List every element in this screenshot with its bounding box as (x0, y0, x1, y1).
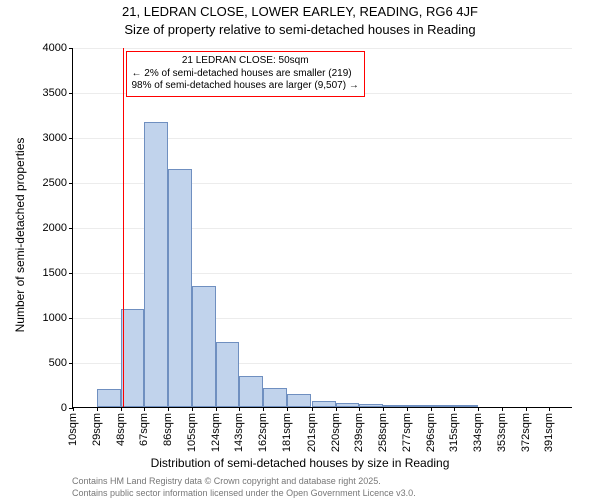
xtick-mark (312, 407, 313, 411)
chart-title-line-1: 21, LEDRAN CLOSE, LOWER EARLEY, READING,… (0, 4, 600, 19)
xtick-label: 372sqm (520, 413, 532, 452)
xtick-mark (502, 407, 503, 411)
xtick-mark (454, 407, 455, 411)
ytick-mark (69, 228, 73, 229)
histogram-bar (97, 389, 121, 407)
histogram-bar (287, 394, 311, 407)
xtick-label: 29sqm (91, 413, 103, 446)
xtick-label: 181sqm (281, 413, 293, 452)
ytick-mark (69, 138, 73, 139)
xtick-mark (121, 407, 122, 411)
xtick-mark (97, 407, 98, 411)
xtick-label: 105sqm (186, 413, 198, 452)
ytick-mark (69, 183, 73, 184)
histogram-bar (263, 388, 287, 407)
xtick-mark (73, 407, 74, 411)
xtick-mark (431, 407, 432, 411)
xtick-label: 296sqm (425, 413, 437, 452)
footer-line-2: Contains public sector information licen… (72, 488, 416, 500)
xtick-label: 315sqm (448, 413, 460, 452)
annotation-box: 21 LEDRAN CLOSE: 50sqm← 2% of semi-detac… (126, 51, 365, 97)
histogram-bar (192, 286, 216, 408)
xtick-label: 277sqm (401, 413, 413, 452)
ytick-label: 3500 (43, 87, 67, 99)
ytick-label: 2000 (43, 222, 67, 234)
xtick-mark (359, 407, 360, 411)
histogram-bar (216, 342, 240, 407)
plot-area: 0500100015002000250030003500400010sqm29s… (72, 48, 572, 408)
ytick-mark (69, 48, 73, 49)
xtick-label: 86sqm (162, 413, 174, 446)
xtick-mark (478, 407, 479, 411)
histogram-bar (454, 405, 478, 407)
xtick-label: 334sqm (472, 413, 484, 452)
annotation-line: 98% of semi-detached houses are larger (… (132, 80, 359, 93)
xtick-label: 143sqm (233, 413, 245, 452)
ytick-mark (69, 363, 73, 364)
annotation-line: ← 2% of semi-detached houses are smaller… (132, 68, 359, 81)
xtick-mark (549, 407, 550, 411)
xtick-mark (239, 407, 240, 411)
gridline (73, 48, 572, 49)
x-axis-label: Distribution of semi-detached houses by … (0, 456, 600, 470)
xtick-label: 67sqm (138, 413, 150, 446)
xtick-label: 48sqm (115, 413, 127, 446)
xtick-label: 201sqm (306, 413, 318, 452)
xtick-label: 239sqm (353, 413, 365, 452)
histogram-bar (359, 404, 383, 407)
ytick-mark (69, 93, 73, 94)
xtick-label: 353sqm (496, 413, 508, 452)
histogram-bar (407, 405, 431, 407)
histogram-bar (144, 122, 168, 407)
ytick-label: 1000 (43, 312, 67, 324)
ytick-label: 1500 (43, 267, 67, 279)
property-marker-line (123, 48, 124, 407)
ytick-mark (69, 318, 73, 319)
xtick-mark (192, 407, 193, 411)
attribution-footer: Contains HM Land Registry data © Crown c… (72, 476, 416, 499)
xtick-label: 162sqm (257, 413, 269, 452)
annotation-line: 21 LEDRAN CLOSE: 50sqm (132, 55, 359, 68)
chart-title-line-2: Size of property relative to semi-detach… (0, 22, 600, 37)
xtick-mark (526, 407, 527, 411)
ytick-label: 500 (49, 357, 67, 369)
xtick-label: 10sqm (67, 413, 79, 446)
xtick-mark (144, 407, 145, 411)
histogram-bar (239, 376, 263, 408)
footer-line-1: Contains HM Land Registry data © Crown c… (72, 476, 416, 488)
histogram-bar (431, 405, 455, 407)
xtick-mark (216, 407, 217, 411)
histogram-bar (121, 309, 145, 407)
xtick-label: 391sqm (543, 413, 555, 452)
xtick-label: 258sqm (377, 413, 389, 452)
xtick-mark (168, 407, 169, 411)
xtick-mark (407, 407, 408, 411)
histogram-bar (336, 403, 360, 408)
ytick-label: 2500 (43, 177, 67, 189)
xtick-label: 220sqm (330, 413, 342, 452)
histogram-bar (383, 405, 407, 407)
histogram-bar (168, 169, 192, 407)
y-axis-label: Number of semi-detached properties (13, 135, 27, 335)
xtick-mark (263, 407, 264, 411)
xtick-label: 124sqm (210, 413, 222, 452)
chart-container: { "layout": { "width": 600, "height": 50… (0, 0, 600, 500)
histogram-bar (312, 401, 336, 407)
ytick-mark (69, 273, 73, 274)
ytick-label: 4000 (43, 42, 67, 54)
ytick-label: 3000 (43, 132, 67, 144)
xtick-mark (287, 407, 288, 411)
xtick-mark (336, 407, 337, 411)
xtick-mark (383, 407, 384, 411)
